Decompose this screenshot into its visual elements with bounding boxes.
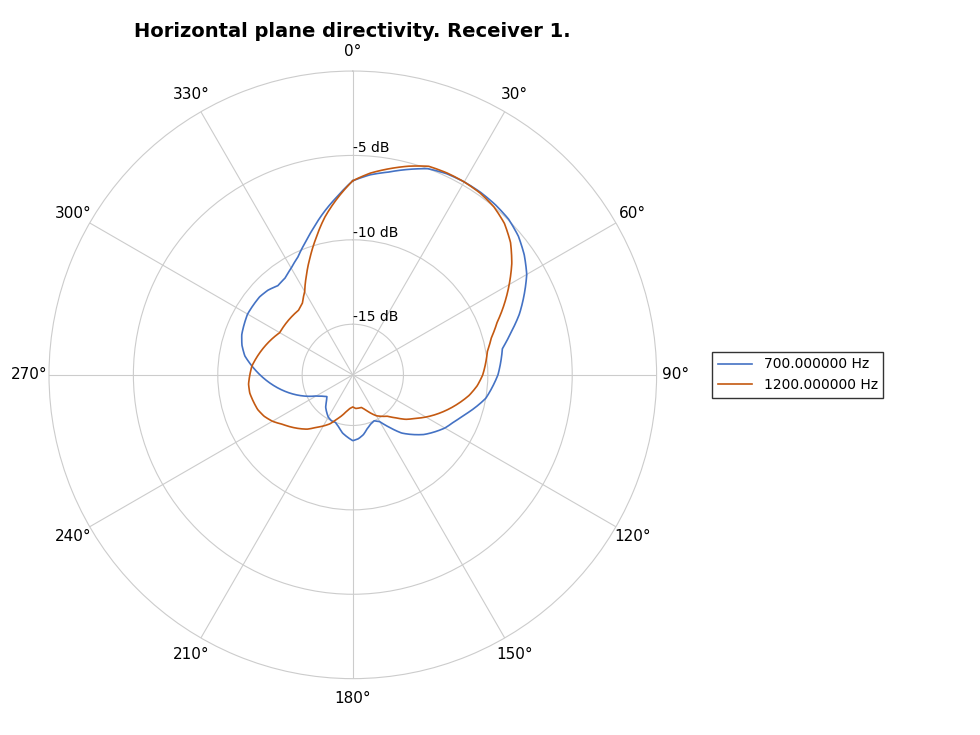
Legend: 700.000000 Hz, 1200.000000 Hz: 700.000000 Hz, 1200.000000 Hz (712, 352, 883, 398)
1200.000000 Hz (481, 348, 493, 357)
700.000000 Hz (497, 345, 509, 354)
700.000000 Hz (459, 178, 470, 187)
1200.000000 Hz (464, 390, 475, 399)
700.000000 Hz (480, 393, 492, 402)
700.000000 Hz (321, 392, 333, 401)
700.000000 Hz (347, 176, 359, 185)
1200.000000 Hz (347, 176, 359, 185)
1200.000000 Hz (441, 168, 453, 177)
1200.000000 Hz (347, 403, 359, 412)
700.000000 Hz (320, 395, 332, 404)
Text: Horizontal plane directivity. Receiver 1.: Horizontal plane directivity. Receiver 1… (134, 22, 571, 41)
1200.000000 Hz (370, 167, 382, 176)
Line: 700.000000 Hz: 700.000000 Hz (242, 168, 526, 440)
1200.000000 Hz (497, 216, 509, 225)
Line: 1200.000000 Hz: 1200.000000 Hz (249, 166, 512, 429)
700.000000 Hz (369, 169, 381, 178)
700.000000 Hz (501, 212, 513, 220)
700.000000 Hz (313, 392, 324, 401)
700.000000 Hz (347, 176, 359, 185)
1200.000000 Hz (347, 176, 359, 185)
1200.000000 Hz (289, 423, 301, 432)
1200.000000 Hz (270, 418, 282, 427)
